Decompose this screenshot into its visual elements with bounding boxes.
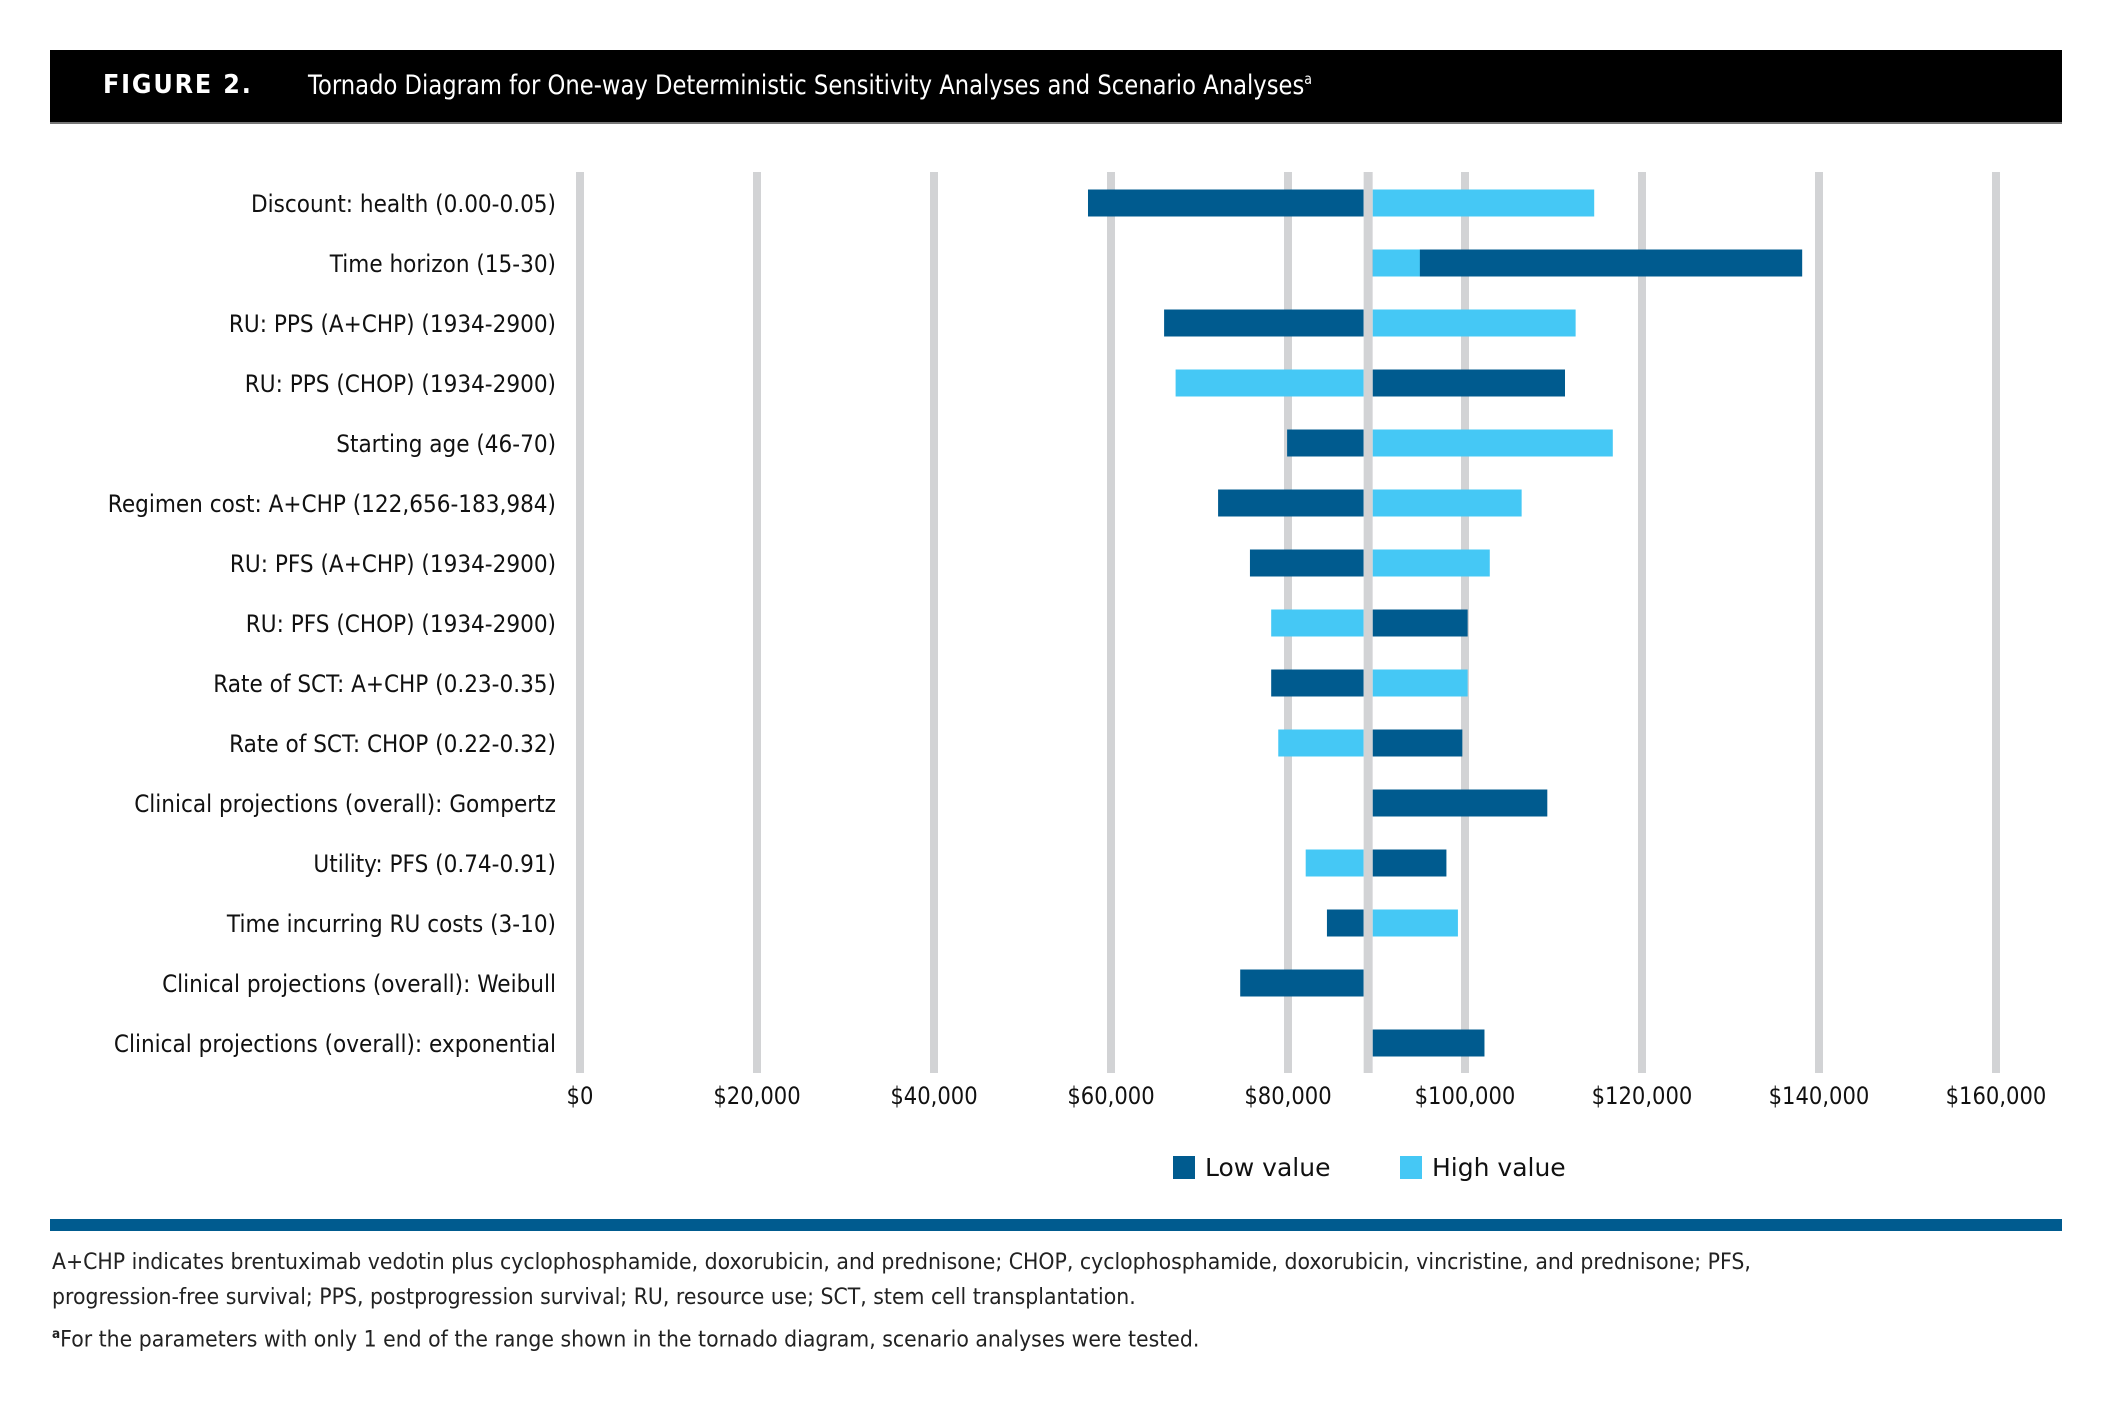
x-tick-label: $140,000 [1769, 1083, 1870, 1111]
base-value-line [1363, 172, 1373, 1073]
figure-title-text: Tornado Diagram for One-way Deterministi… [308, 70, 1305, 101]
bar-low-value [1372, 369, 1566, 397]
bar-high-value [1372, 549, 1490, 577]
bar-high-value [1175, 369, 1364, 397]
row-label: RU: PPS (CHOP) (1934-2900) [245, 371, 556, 398]
bar-low-value [1372, 729, 1463, 757]
bar-low-value [1240, 969, 1364, 997]
row-label: Utility: PFS (0.74-0.91) [313, 851, 556, 878]
row-label: Time horizon (15-30) [329, 251, 556, 278]
bar-high-value [1372, 249, 1420, 277]
bar-low-value [1372, 789, 1548, 817]
bar-low-value [1372, 249, 1803, 277]
legend-item-high: High value [1400, 1153, 1566, 1182]
bar-low-value [1287, 429, 1364, 457]
x-tick-label: $20,000 [713, 1083, 800, 1111]
legend-swatch-low [1173, 1156, 1195, 1179]
row-label: Clinical projections (overall): exponent… [114, 1031, 556, 1058]
bar-low-value [1249, 549, 1364, 577]
footnote-note-text: For the parameters with only 1 end of th… [60, 1327, 1200, 1353]
gridline [1815, 172, 1823, 1073]
bar-low-value [1218, 489, 1364, 517]
figure-title-bar: FIGURE 2. Tornado Diagram for One-way De… [50, 50, 2062, 124]
gridline [576, 172, 584, 1073]
x-tick-label: $120,000 [1592, 1083, 1693, 1111]
row-label: Clinical projections (overall): Gompertz [134, 791, 556, 818]
gridline [1992, 172, 2000, 1073]
legend-swatch-high [1400, 1156, 1422, 1179]
gridline [753, 172, 761, 1073]
row-label: Rate of SCT: A+CHP (0.23-0.35) [213, 671, 556, 698]
bar-low-value [1372, 609, 1468, 637]
bar-low-value [1271, 669, 1364, 697]
x-tick-labels: $0 $20,000 $40,000 $60,000 $80,000 $100,000 $1… [567, 1083, 2047, 1111]
legend-item-low: Low value [1173, 1153, 1330, 1182]
footnote-line-1: A+CHP indicates brentuximab vedotin plus… [52, 1250, 1751, 1275]
row-label: Starting age (46-70) [336, 431, 556, 458]
footnote-line-2: progression-free survival; PPS, postprog… [52, 1285, 1136, 1310]
footer-rule [50, 1219, 2062, 1231]
row-label: RU: PFS (A+CHP) (1934-2900) [230, 551, 556, 578]
row-label: Time incurring RU costs (3-10) [226, 911, 556, 938]
bar-low-value [1087, 189, 1364, 217]
legend-label-low: Low value [1205, 1153, 1331, 1182]
row-label: Regimen cost: A+CHP (122,656-183,984) [108, 491, 556, 518]
x-tick-label: $60,000 [1067, 1083, 1154, 1111]
row-label: Rate of SCT: CHOP (0.22-0.32) [229, 731, 556, 758]
bars [1087, 189, 1803, 1057]
bar-low-value [1372, 1029, 1485, 1057]
base-line-group [1363, 172, 1373, 1073]
bar-low-value [1164, 309, 1364, 337]
bar-high-value [1372, 309, 1576, 337]
legend-label-high: High value [1432, 1153, 1566, 1182]
gridline [1638, 172, 1646, 1073]
bar-high-value [1278, 729, 1364, 757]
gridline [1107, 172, 1115, 1073]
x-tick-label: $80,000 [1244, 1083, 1331, 1111]
bar-high-value [1372, 489, 1522, 517]
footnote-note: aFor the parameters with only 1 end of t… [52, 1327, 1199, 1352]
row-labels: Discount: health (0.00-0.05) Time horizon… [108, 191, 556, 1058]
figure-title-superscript: a [1304, 70, 1313, 88]
row-label: Clinical projections (overall): Weibull [162, 971, 556, 998]
x-tick-label: $0 [567, 1083, 594, 1111]
figure-title: Tornado Diagram for One-way Deterministi… [308, 70, 1312, 101]
row-label: RU: PPS (A+CHP) (1934-2900) [229, 311, 556, 338]
footnote-marker: a [52, 1327, 61, 1342]
figure-label: FIGURE 2. [103, 70, 253, 100]
bar-low-value [1372, 849, 1447, 877]
bar-high-value [1372, 669, 1468, 697]
row-label: Discount: health (0.00-0.05) [251, 191, 556, 218]
x-tick-label: $100,000 [1415, 1083, 1516, 1111]
x-tick-label: $40,000 [890, 1083, 977, 1111]
bar-high-value [1271, 609, 1364, 637]
bar-low-value [1326, 909, 1364, 937]
x-tick-label: $160,000 [1946, 1083, 2047, 1111]
bar-high-value [1372, 429, 1613, 457]
gridline [930, 172, 938, 1073]
bar-high-value [1372, 909, 1458, 937]
tornado-chart: Discount: health (0.00-0.05) Time horizon… [108, 172, 2047, 1111]
bar-high-value [1305, 849, 1364, 877]
bar-high-value [1372, 189, 1595, 217]
row-label: RU: PFS (CHOP) (1934-2900) [246, 611, 556, 638]
